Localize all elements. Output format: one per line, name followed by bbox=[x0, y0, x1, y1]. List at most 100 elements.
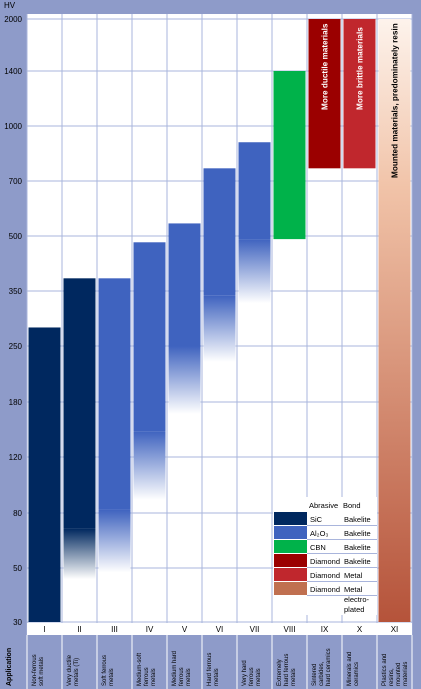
y-tick-2000: 2000 bbox=[4, 15, 22, 24]
legend-header-abrasive: Abrasive bbox=[309, 501, 338, 510]
bar-IX bbox=[308, 19, 341, 169]
application-6-line2: metals bbox=[214, 668, 220, 686]
application-4-line2: ferrous bbox=[144, 667, 150, 686]
bar-VIII bbox=[273, 71, 306, 240]
category-labels: I II III IV V VI VII VIII IX X XI bbox=[27, 623, 412, 635]
application-9-line2: carbides, bbox=[319, 661, 325, 686]
application-8-line2: hard ferrous bbox=[284, 654, 290, 686]
application-3-line2: metals bbox=[109, 668, 115, 686]
y-tick-180: 180 bbox=[9, 398, 23, 407]
bar-VI bbox=[203, 168, 236, 296]
bar-X bbox=[343, 19, 376, 169]
category-XI: XI bbox=[391, 625, 399, 634]
application-1-line2: soft metals bbox=[39, 657, 45, 686]
legend-abrasive-3: Diamond bbox=[310, 557, 340, 566]
bar-VII bbox=[238, 142, 271, 240]
legend-swatch-1 bbox=[274, 526, 307, 539]
application-row-background bbox=[0, 635, 421, 689]
application-7-line2: ferrous bbox=[249, 667, 255, 686]
legend-bond-4: Metal bbox=[344, 571, 363, 580]
legend-abrasive-4: Diamond bbox=[310, 571, 340, 580]
application-10-line2: ceramics bbox=[354, 662, 360, 686]
legend-bond-2: Bakelite bbox=[344, 543, 371, 552]
legend: Abrasive Bond SiC Bakelite Al₂O₃ Bakelite CBN B… bbox=[273, 497, 377, 615]
category-row-background bbox=[27, 623, 412, 635]
y-tick-350: 350 bbox=[9, 287, 23, 296]
application-7-line1: Very hard bbox=[242, 660, 248, 686]
application-5-line1: Medium hard bbox=[172, 651, 178, 686]
application-9-line3: hard ceramics bbox=[326, 648, 332, 686]
bar-V-fade bbox=[168, 346, 201, 414]
bar-label-X: More brittle materials bbox=[356, 27, 365, 110]
y-tick-1400: 1400 bbox=[4, 67, 22, 76]
bar-IV bbox=[133, 242, 166, 432]
y-axis-label: HV bbox=[4, 1, 16, 10]
bar-II bbox=[63, 278, 96, 529]
application-11-line4: materials bbox=[403, 662, 409, 686]
legend-abrasive-0: SiC bbox=[310, 515, 323, 524]
application-11-line1: Plastics and bbox=[382, 654, 388, 686]
application-2-line2: metals (Ti) bbox=[74, 658, 80, 686]
category-VIII: VIII bbox=[283, 625, 295, 634]
application-9-line1: Sintered bbox=[312, 664, 318, 686]
application-7-line3: metals bbox=[256, 668, 262, 686]
application-4-line1: Medium-soft bbox=[137, 653, 143, 686]
y-tick-250: 250 bbox=[9, 342, 23, 351]
y-tick-labels: 2000 1400 1000 700 500 350 250 180 120 80 50 30 bbox=[4, 15, 22, 627]
application-5-line3: metals bbox=[186, 668, 192, 686]
legend-bond-0: Bakelite bbox=[344, 515, 371, 524]
bars bbox=[28, 19, 411, 622]
application-row: Application Non-ferrous soft metals Very du… bbox=[0, 635, 421, 689]
bar-V bbox=[168, 223, 201, 346]
bar-VII-fade bbox=[238, 239, 271, 304]
legend-bond-1: Bakelite bbox=[344, 529, 371, 538]
bar-II-fade bbox=[63, 528, 96, 580]
legend-bond-5: Metal bbox=[344, 585, 363, 594]
application-6-line1: Hard ferrous bbox=[207, 653, 213, 686]
application-1-line1: Non-ferrous bbox=[32, 654, 38, 686]
bar-I bbox=[28, 327, 61, 622]
legend-swatch-3 bbox=[274, 554, 307, 567]
legend-bond-5-line3: plated bbox=[344, 605, 364, 614]
bar-label-XI: Mounted materials, predominately resin bbox=[391, 23, 400, 178]
legend-abrasive-2: CBN bbox=[310, 543, 326, 552]
application-5-line2: ferrous bbox=[179, 667, 185, 686]
application-heading: Application bbox=[6, 648, 13, 686]
category-IV: IV bbox=[146, 625, 154, 634]
y-tick-500: 500 bbox=[9, 232, 23, 241]
y-tick-30: 30 bbox=[13, 618, 22, 627]
category-II: II bbox=[77, 625, 81, 634]
legend-swatch-4 bbox=[274, 568, 307, 581]
y-tick-50: 50 bbox=[13, 564, 22, 573]
category-VI: VI bbox=[216, 625, 224, 634]
category-V: V bbox=[182, 625, 188, 634]
legend-bond-3: Bakelite bbox=[344, 557, 371, 566]
application-10-line1: Minerals and bbox=[347, 652, 353, 686]
bar-label-IX: More ductile materials bbox=[321, 23, 330, 110]
legend-swatch-0 bbox=[274, 512, 307, 525]
y-tick-120: 120 bbox=[9, 453, 23, 462]
bar-XI bbox=[378, 19, 411, 622]
legend-bond-5-line2: electro- bbox=[344, 595, 370, 604]
y-tick-1000: 1000 bbox=[4, 122, 22, 131]
legend-abrasive-5: Diamond bbox=[310, 585, 340, 594]
bar-III bbox=[98, 278, 131, 510]
y-tick-700: 700 bbox=[9, 177, 23, 186]
application-11-line2: resins, bbox=[389, 668, 395, 686]
application-8-line3: metals bbox=[291, 668, 297, 686]
application-3-line1: Soft ferrous bbox=[102, 655, 108, 686]
application-2-line1: Very ductile bbox=[67, 654, 73, 686]
application-8-line1: Extremely bbox=[277, 659, 283, 686]
application-11-line3: mounted bbox=[396, 663, 402, 686]
legend-header-bond: Bond bbox=[343, 501, 361, 510]
legend-abrasive-1: Al₂O₃ bbox=[310, 529, 328, 538]
y-tick-80: 80 bbox=[13, 509, 22, 518]
bar-labels: More ductile materials More brittle mater… bbox=[321, 23, 400, 178]
category-I: I bbox=[43, 625, 45, 634]
application-4-line3: metals bbox=[151, 668, 157, 686]
legend-swatch-5 bbox=[274, 582, 307, 595]
category-X: X bbox=[357, 625, 363, 634]
category-VII: VII bbox=[250, 625, 260, 634]
legend-swatch-2 bbox=[274, 540, 307, 553]
